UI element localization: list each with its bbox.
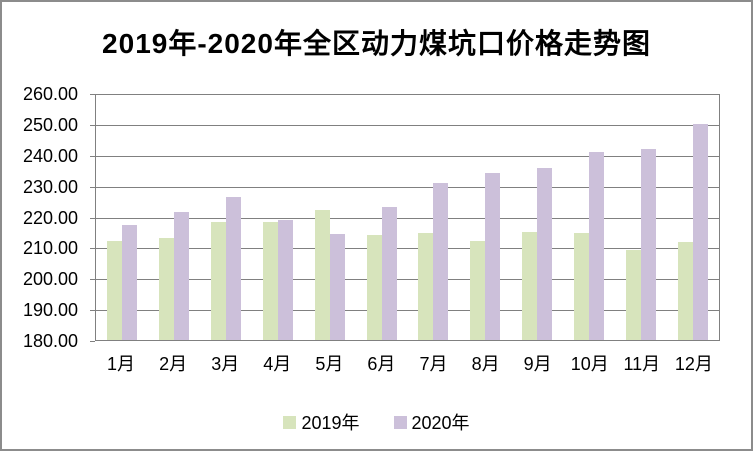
x-axis-tick-label: 9月: [523, 354, 552, 374]
y-axis-tick-label: 260.00: [22, 84, 78, 104]
bar-2020年-6月: [381, 207, 397, 340]
bar-2020年-11月: [641, 149, 657, 340]
gridline: [96, 310, 719, 312]
bar-2019年-7月: [418, 233, 434, 340]
gridline: [96, 155, 719, 157]
legend-label: 2020年: [411, 413, 470, 433]
x-axis-labels: 1月 2月 3月 4月 5月 6月 7月 8月 9月 10月 11月 12月: [95, 350, 720, 376]
bar-2019年-4月: [262, 222, 278, 340]
bar-2019年-11月: [626, 250, 642, 340]
bar-group-8月: [459, 95, 511, 340]
gridline: [96, 279, 719, 281]
y-axis-tick-mark: [90, 310, 95, 312]
bar-2020年-9月: [537, 168, 553, 340]
legend-swatch-2020年: [393, 415, 407, 429]
legend: 2019年 2020年: [2, 409, 751, 435]
y-axis-tick-mark: [90, 124, 95, 126]
x-axis-tick-label: 5月: [315, 354, 344, 374]
bar-group-11月: [615, 95, 667, 340]
bar-2019年-3月: [210, 222, 226, 340]
x-axis-tick-label: 6月: [367, 354, 396, 374]
gridline: [96, 248, 719, 250]
y-axis-tick-mark: [90, 217, 95, 219]
bar-group-4月: [252, 95, 304, 340]
bar-2020年-2月: [173, 212, 189, 340]
gridline: [96, 124, 719, 126]
legend-swatch-2019年: [283, 415, 297, 429]
bar-2020年-10月: [589, 152, 605, 340]
bar-2019年-12月: [678, 242, 694, 340]
bar-2019年-10月: [574, 233, 590, 340]
plot-area: [95, 94, 720, 341]
y-axis-tick-mark: [90, 248, 95, 250]
bar-2019年-5月: [314, 210, 330, 340]
bar-group-7月: [408, 95, 460, 340]
x-axis-tick-label: 3月: [211, 354, 240, 374]
x-axis-tick-label: 11月: [623, 354, 661, 374]
y-axis-tick-label: 250.00: [22, 114, 78, 135]
x-axis-tick-label: 12月: [674, 354, 713, 374]
bar-groups: [96, 95, 719, 340]
bar-group-12月: [667, 95, 719, 340]
x-axis-tick-label: 7月: [419, 354, 448, 374]
bar-group-2月: [148, 95, 200, 340]
y-axis-tick-label: 180.00: [22, 331, 78, 351]
bar-group-5月: [304, 95, 356, 340]
x-axis-tick-label: 2月: [159, 354, 188, 374]
gridline: [96, 217, 719, 219]
x-axis-tick-label: 8月: [471, 354, 500, 374]
y-axis-tick-label: 210.00: [22, 238, 78, 259]
y-axis-tick-label: 190.00: [22, 300, 78, 321]
bar-2020年-1月: [121, 225, 137, 340]
y-axis-tick-mark: [90, 186, 95, 188]
bar-group-3月: [200, 95, 252, 340]
y-axis-tick-label: 240.00: [22, 145, 78, 166]
y-axis-tick-label: 230.00: [22, 176, 78, 197]
bar-2019年-2月: [158, 238, 174, 340]
bar-group-6月: [356, 95, 408, 340]
bar-2020年-3月: [225, 197, 241, 340]
y-axis-tick-mark: [90, 341, 95, 342]
bar-2019年-8月: [470, 241, 486, 340]
bar-2020年-5月: [329, 234, 345, 340]
gridline: [96, 186, 719, 188]
chart-title: 2019年-2020年全区动力煤坑口价格走势图: [102, 28, 651, 59]
y-axis-tick-label: 200.00: [22, 269, 78, 290]
bar-2020年-7月: [433, 183, 449, 340]
legend-item-2020年: 2020年: [393, 409, 470, 435]
bar-2020年-4月: [277, 220, 293, 340]
bar-2020年-12月: [693, 124, 709, 340]
bar-2020年-8月: [485, 173, 501, 340]
bar-2019年-6月: [366, 235, 382, 340]
y-axis-tick-mark: [90, 155, 95, 157]
bar-group-1月: [96, 95, 148, 340]
x-axis-tick-label: 4月: [263, 354, 292, 374]
x-axis-tick-label: 10月: [570, 354, 609, 374]
y-axis-tick-mark: [90, 279, 95, 281]
y-axis-tick-label: 220.00: [22, 207, 78, 228]
y-axis-tick-mark: [90, 94, 95, 95]
legend-item-2019年: 2019年: [283, 409, 360, 435]
x-axis-tick-label: 1月: [107, 354, 136, 374]
legend-label: 2019年: [301, 413, 360, 433]
bar-group-10月: [563, 95, 615, 340]
bar-2019年-9月: [522, 232, 538, 340]
bar-2019年-1月: [106, 241, 122, 340]
bar-group-9月: [511, 95, 563, 340]
